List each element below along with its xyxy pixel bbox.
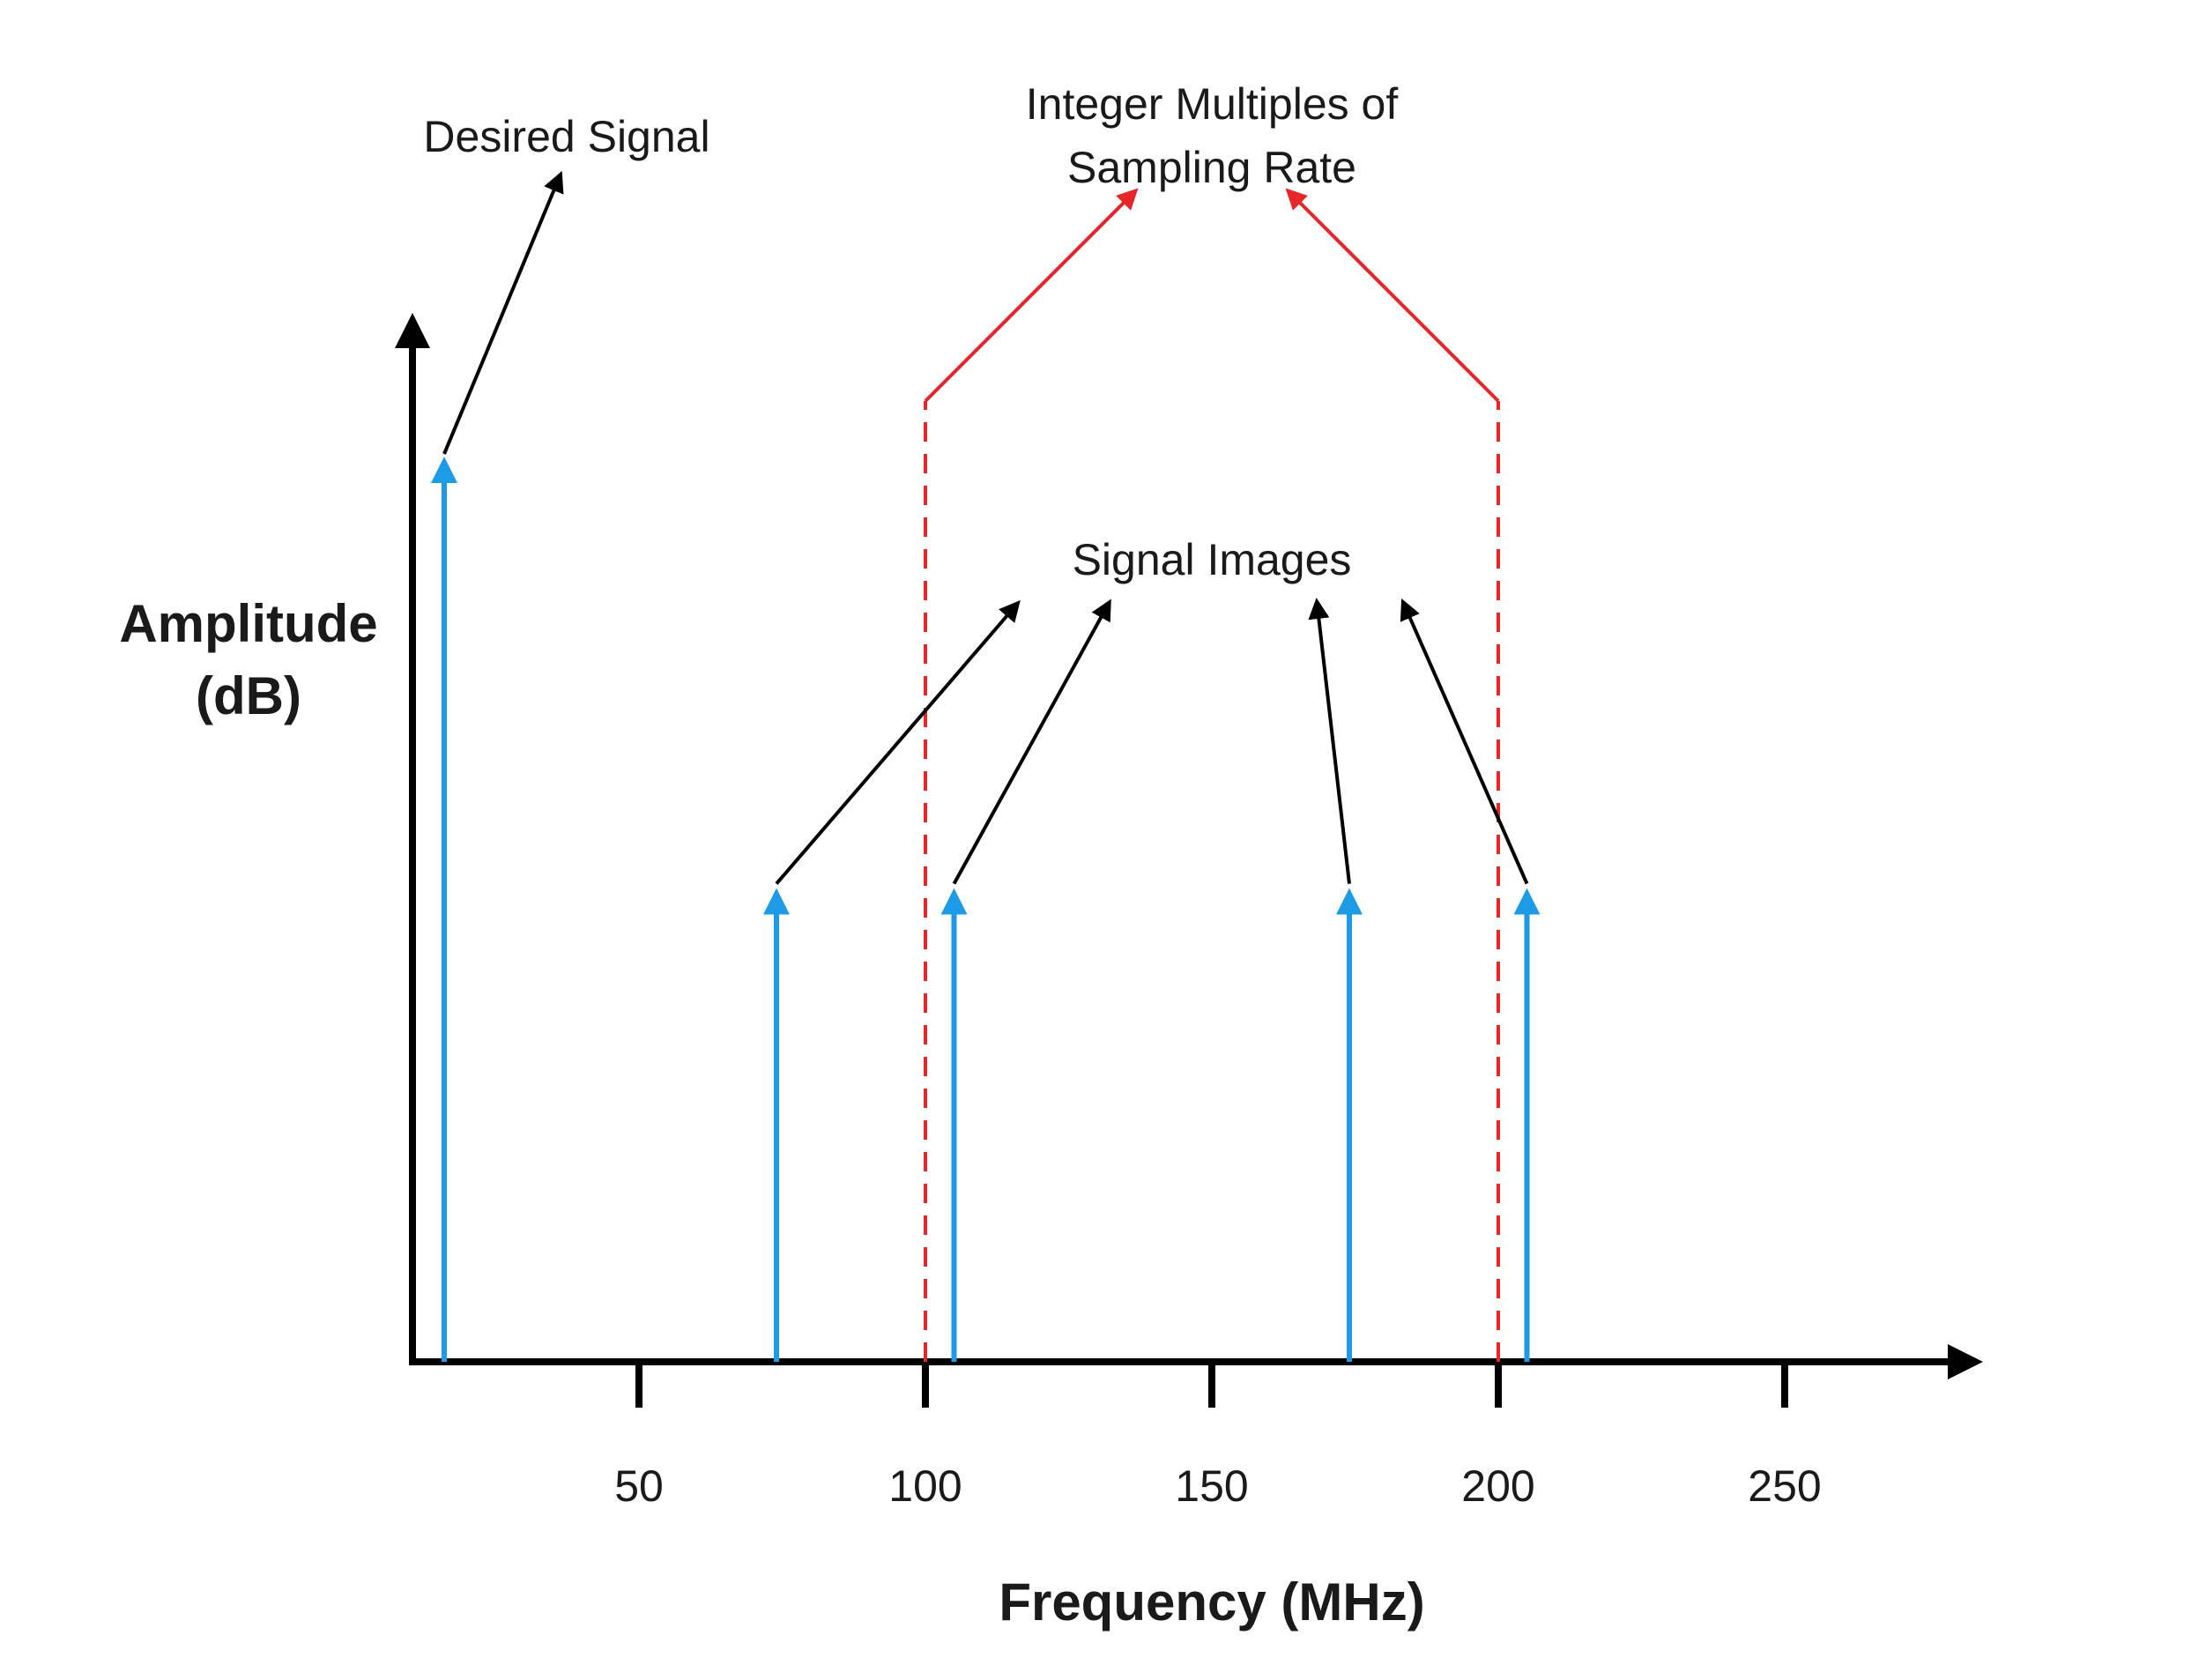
- sampling-rate-arrow-200: [1285, 188, 1500, 403]
- signal-image-arrow-3: [1400, 598, 1529, 885]
- x-axis-title: Frequency (MHz): [999, 1572, 1424, 1632]
- signal-spikes: [431, 457, 1541, 1362]
- desired-signal-label: Desired Signal: [423, 112, 709, 161]
- signal-image-arrow-0: [775, 599, 1021, 885]
- x-tick-label-150: 150: [1175, 1461, 1248, 1511]
- x-tick-label-250: 250: [1748, 1461, 1821, 1511]
- signal-images-label: Signal Images: [1073, 535, 1352, 584]
- desired-signal-arrow: [442, 170, 564, 455]
- signal-image-arrow-2: [1308, 598, 1351, 884]
- x-ticks: 50 100 150 200 250: [614, 1362, 1822, 1511]
- sampling-rate-arrow-100: [924, 188, 1139, 403]
- x-tick-label-50: 50: [614, 1461, 664, 1511]
- integer-multiples-label-line2: Sampling Rate: [1067, 143, 1356, 192]
- x-tick-label-100: 100: [888, 1461, 962, 1511]
- y-axis-title-line2: (dB): [196, 666, 301, 725]
- y-axis-title-line1: Amplitude: [119, 594, 377, 653]
- integer-multiples-label-line1: Integer Multiples of: [1026, 79, 1399, 129]
- signal-image-arrow-1: [952, 598, 1111, 885]
- annotation-arrows: [442, 170, 1529, 885]
- x-tick-label-200: 200: [1461, 1461, 1534, 1511]
- sampling-multiples: [924, 401, 1500, 1362]
